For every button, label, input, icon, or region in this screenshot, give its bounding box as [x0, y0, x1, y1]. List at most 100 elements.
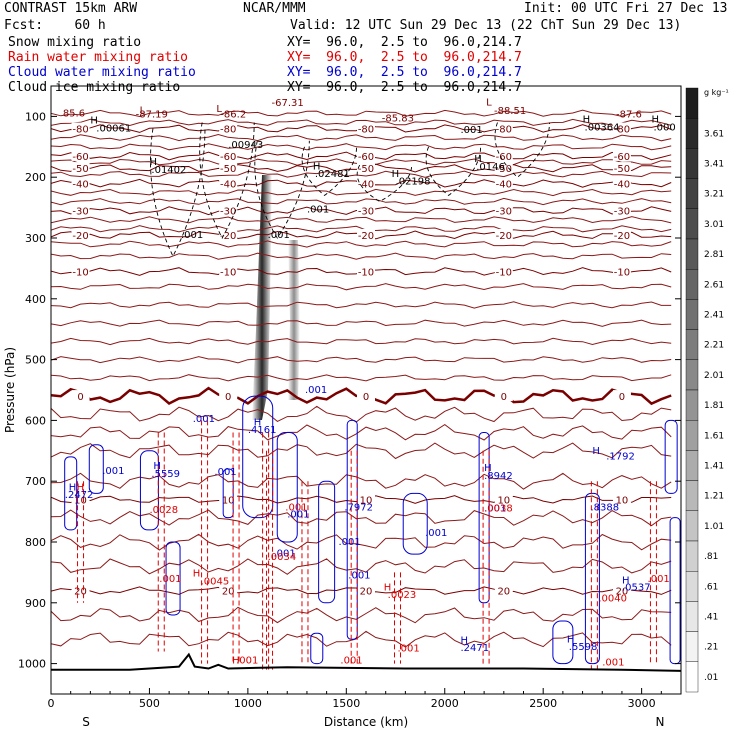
rain-water-contour	[201, 420, 209, 664]
colorbar-swatch	[685, 631, 699, 662]
isotherm-label-bg	[219, 177, 238, 189]
isotherm-label-bg	[357, 204, 375, 216]
contour-annotation: .001	[214, 467, 236, 478]
isotherm-label: -30	[72, 207, 88, 218]
isotherm-label-bg	[357, 493, 375, 505]
cloud-ice-contour	[301, 146, 358, 197]
contour-annotation: .5598	[569, 642, 598, 653]
isotherm-label: -80	[614, 125, 630, 136]
contour-annotation: H	[592, 446, 600, 457]
colorbar-label: 2.61	[704, 280, 724, 290]
isotherm	[51, 319, 672, 327]
isotherm-label-bg	[612, 122, 631, 134]
isotherm-label-bg	[357, 177, 375, 189]
rain-water-contour	[266, 450, 274, 670]
isotherm-label-bg	[71, 149, 90, 161]
colorbar-swatch	[685, 178, 699, 210]
y-tick-label: 500	[25, 354, 46, 367]
contour-annotation: H	[392, 169, 400, 180]
contour-annotation: .0045	[201, 577, 230, 588]
header-org: NCAR/MMM	[243, 1, 306, 16]
isotherm-label-bg	[612, 265, 631, 277]
isotherm-label-bg	[612, 228, 631, 240]
contour-annotation: -88.51	[494, 106, 526, 117]
contour-annotation: H	[484, 463, 492, 474]
contour-annotation: .8942	[484, 471, 513, 482]
isotherm-label-bg	[71, 162, 90, 174]
x-tick-label: 0	[48, 697, 55, 710]
contour-annotation: .0038	[484, 504, 513, 515]
contour-annotation: -87.19	[136, 110, 168, 121]
isotherm-label-bg	[612, 149, 631, 161]
isotherm-label: -40	[72, 179, 88, 190]
cloud-water-contour	[88, 444, 104, 494]
header-valid: Valid: 12 UTC Sun 29 Dec 13 (22 ChT Sun …	[290, 18, 682, 33]
contour-annotation: .001	[268, 230, 290, 241]
terrain-line	[51, 652, 681, 672]
isotherm	[51, 509, 672, 527]
contour-annotation: .000	[653, 122, 675, 133]
isotherm-label: -80	[72, 125, 88, 136]
colorbar-unit: g kg⁻¹	[704, 88, 729, 97]
isotherm-label-bg	[494, 584, 513, 596]
isotherm-label: 10	[616, 495, 629, 506]
contour-annotation: 85.6	[63, 108, 85, 119]
contour-annotation: .001	[340, 656, 362, 667]
contour-annotation: .001	[348, 570, 370, 581]
field-rain-xy: XY= 96.0, 2.5 to 96.0,214.7	[287, 50, 522, 65]
isotherm-label: -80	[496, 125, 512, 136]
contour-annotation: L	[216, 104, 222, 115]
isotherm-label-bg	[357, 149, 375, 161]
cloud-water-contour	[478, 432, 490, 604]
y-tick-label: 600	[25, 414, 46, 427]
isotherm-label: 10	[497, 495, 510, 506]
isotherm	[51, 558, 672, 575]
contour-annotation: H	[193, 569, 201, 580]
colorbar-swatch	[685, 269, 699, 300]
isotherm-label: -60	[220, 152, 236, 163]
isotherm	[51, 630, 672, 648]
y-tick-label: 1000	[18, 658, 46, 671]
contour-annotation: .02198	[396, 176, 431, 187]
isotherm-label: -30	[496, 207, 512, 218]
isotherm-label-bg	[494, 122, 513, 134]
isotherm-label-bg	[357, 228, 375, 240]
colorbar-swatch	[685, 208, 699, 240]
contour-annotation: H	[461, 636, 469, 647]
isotherm-label: -50	[72, 164, 88, 175]
contour-annotation: .7972	[344, 502, 373, 513]
colorbar-label: .81	[704, 552, 718, 562]
colorbar-label: 3.61	[704, 129, 724, 139]
isotherm	[51, 301, 672, 309]
isotherm-label: -50	[614, 164, 630, 175]
endpoint-right: N	[656, 715, 665, 729]
isotherm-label-bg	[71, 122, 90, 134]
contour-annotation: H	[384, 583, 392, 594]
cloud-ice-contour	[199, 122, 255, 239]
rain-water-contour	[157, 432, 165, 652]
rain-water-contour	[232, 432, 240, 664]
y-tick-label: 700	[25, 475, 46, 488]
isotherm-label-bg	[71, 390, 90, 402]
contour-annotation: .001	[159, 574, 181, 585]
isotherm-label: 20	[497, 587, 510, 598]
contour-annotation: .001	[425, 528, 447, 539]
isotherm-label: -10	[496, 267, 512, 278]
cloud-water-contour	[64, 456, 78, 531]
colorbar-swatch	[685, 601, 699, 632]
x-tick-label: 2000	[431, 697, 459, 710]
cloud-ice-contour	[356, 164, 413, 203]
rain-water-contour	[350, 450, 358, 664]
contour-annotation: .1792	[606, 451, 635, 462]
field-cloudwater-name: Cloud water mixing ratio	[8, 65, 196, 80]
y-tick-label: 200	[25, 171, 46, 184]
isotherm	[51, 606, 672, 624]
rain-water-contour	[77, 481, 85, 603]
isotherm	[51, 356, 672, 364]
cloud-ice-contour	[494, 122, 550, 178]
isotherm-label: -80	[358, 125, 374, 136]
colorbar-label: 1.41	[704, 462, 724, 472]
isotherm	[51, 283, 672, 291]
contour-annotation: H	[474, 154, 482, 165]
isotherm-label: -20	[614, 231, 630, 242]
